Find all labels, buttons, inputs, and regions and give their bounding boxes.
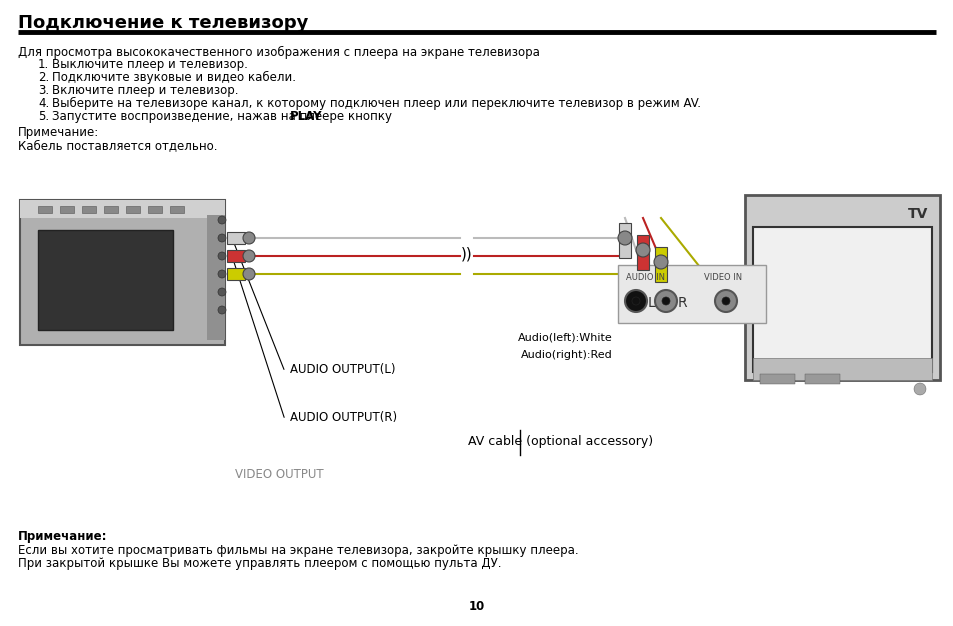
Text: L: L: [647, 296, 655, 310]
Circle shape: [654, 255, 667, 269]
Bar: [752, 227, 931, 372]
Text: 10: 10: [468, 600, 485, 613]
Bar: [148, 206, 162, 213]
Bar: [637, 235, 648, 270]
Bar: [126, 206, 140, 213]
Bar: [82, 206, 96, 213]
Circle shape: [218, 306, 226, 314]
Text: AUDIO OUTPUT(R): AUDIO OUTPUT(R): [290, 411, 396, 424]
Bar: [744, 195, 939, 380]
Text: Video out: Yellow: Video out: Yellow: [769, 333, 863, 343]
Text: Запустите воспроизведение, нажав на плеере кнопку: Запустите воспроизведение, нажав на плее…: [52, 110, 395, 123]
Bar: [170, 206, 184, 213]
Bar: [20, 200, 225, 218]
Circle shape: [218, 288, 226, 296]
Text: Audio(left):White: Audio(left):White: [517, 333, 613, 343]
Text: VIDEO IN: VIDEO IN: [703, 273, 741, 282]
Text: Подключите звуковые и видео кабели.: Подключите звуковые и видео кабели.: [52, 71, 295, 84]
Circle shape: [218, 216, 226, 224]
Text: PLAY: PLAY: [289, 110, 322, 123]
Text: Подключение к телевизору: Подключение к телевизору: [18, 14, 308, 32]
Circle shape: [218, 252, 226, 260]
Text: При закрытой крышке Вы можете управлять плеером с помощью пульта ДУ.: При закрытой крышке Вы можете управлять …: [18, 557, 501, 570]
Bar: [752, 358, 931, 380]
Text: R: R: [678, 296, 687, 310]
Text: Выключите плеер и телевизор.: Выключите плеер и телевизор.: [52, 58, 248, 71]
Bar: [618, 223, 630, 258]
Text: Если вы хотите просматривать фильмы на экране телевизора, закройте крышку плеера: Если вы хотите просматривать фильмы на э…: [18, 544, 578, 557]
Text: )): )): [460, 247, 473, 262]
Text: AV cable (optional accessory): AV cable (optional accessory): [468, 436, 653, 448]
Circle shape: [714, 290, 737, 312]
Text: Для просмотра высококачественного изображения с плеера на экране телевизора: Для просмотра высококачественного изобра…: [18, 46, 539, 59]
Text: 2.: 2.: [38, 71, 50, 84]
Text: AUDIO OUTPUT(L): AUDIO OUTPUT(L): [290, 364, 395, 376]
Circle shape: [721, 297, 729, 305]
Bar: [618, 265, 765, 323]
Circle shape: [243, 250, 254, 262]
Circle shape: [913, 383, 925, 395]
Text: Примечание:: Примечание:: [18, 530, 108, 543]
Circle shape: [618, 231, 631, 245]
Circle shape: [636, 243, 649, 257]
Text: 4.: 4.: [38, 97, 50, 110]
Circle shape: [218, 270, 226, 278]
Text: Примечание:: Примечание:: [18, 126, 99, 139]
Text: VIDEO OUTPUT: VIDEO OUTPUT: [234, 468, 323, 481]
Bar: [227, 250, 245, 262]
Bar: [207, 215, 225, 340]
Bar: [804, 374, 840, 384]
Bar: [20, 200, 225, 345]
Bar: [104, 206, 118, 213]
Circle shape: [243, 268, 254, 280]
Circle shape: [218, 234, 226, 242]
Circle shape: [631, 297, 639, 305]
Text: 1.: 1.: [38, 58, 50, 71]
Text: 5.: 5.: [38, 110, 49, 123]
Bar: [38, 206, 52, 213]
Bar: [227, 232, 245, 244]
Bar: [655, 247, 666, 282]
Bar: [60, 206, 74, 213]
Text: Выберите на телевизоре канал, к которому подключен плеер или переключите телевиз: Выберите на телевизоре канал, к которому…: [52, 97, 700, 110]
Text: Кабель поставляется отдельно.: Кабель поставляется отдельно.: [18, 139, 217, 152]
Text: 3.: 3.: [38, 84, 49, 97]
Bar: [38, 230, 172, 330]
Circle shape: [655, 290, 677, 312]
Text: TV: TV: [906, 207, 927, 221]
Circle shape: [661, 297, 669, 305]
Bar: [227, 268, 245, 280]
Circle shape: [624, 290, 646, 312]
Bar: [760, 374, 794, 384]
Text: Включите плеер и телевизор.: Включите плеер и телевизор.: [52, 84, 238, 97]
Text: Audio(right):Red: Audio(right):Red: [520, 350, 613, 360]
Text: AUDIO IN: AUDIO IN: [626, 273, 665, 282]
Circle shape: [243, 232, 254, 244]
